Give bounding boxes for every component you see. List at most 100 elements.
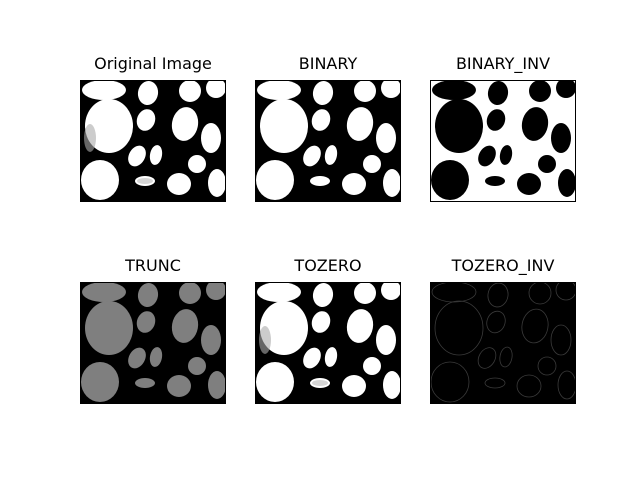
panel-title-binary-inv: BINARY_INV (455, 54, 551, 73)
blob-shape (171, 107, 199, 141)
blob-shape (346, 107, 374, 141)
blob-shape (256, 362, 294, 402)
blob-shape (206, 80, 226, 98)
image-frame (430, 80, 576, 202)
image-frame (430, 282, 576, 404)
blob-shape (555, 282, 576, 301)
blob-shape (136, 109, 156, 131)
blob-shape (431, 282, 477, 303)
blob-shape (85, 301, 133, 355)
blob-shape (260, 301, 308, 355)
blob-shape (188, 357, 206, 375)
image-original (80, 80, 226, 202)
blob-shape (128, 145, 146, 167)
blob-shape (516, 374, 542, 398)
blob-shade (259, 326, 271, 354)
blob-shape (383, 169, 401, 197)
blob-shape (538, 155, 556, 173)
blob-shape (324, 347, 338, 367)
blob-shape (528, 282, 552, 305)
image-frame (255, 282, 401, 404)
image-binary-inv (430, 80, 576, 202)
blob-shape (312, 81, 334, 105)
blob-shape (137, 283, 159, 307)
blob-shape (521, 107, 549, 141)
blob-shape (486, 109, 506, 131)
blob-shape (487, 81, 509, 105)
blob-shape (517, 173, 541, 195)
blob-shape (499, 346, 513, 368)
blob-shape (487, 282, 509, 308)
blob-shape (257, 80, 301, 100)
panel-binary-inv: BINARY_INV (430, 54, 576, 202)
blob-shape (550, 324, 572, 356)
blob-shape (208, 371, 226, 399)
panel-binary: BINARY (255, 54, 401, 202)
blob-shape (260, 99, 308, 153)
blob-shape (432, 80, 476, 100)
image-binary (255, 80, 401, 202)
blob-shape (363, 155, 381, 173)
blob-shape (201, 123, 221, 153)
blob-shape (201, 325, 221, 355)
blob-shape (208, 169, 226, 197)
blob-shape (206, 282, 226, 300)
blob-shape (324, 145, 338, 165)
blob-shape (499, 145, 513, 165)
blob-shape (556, 80, 576, 98)
blob-shape (311, 109, 331, 131)
blob-shape (257, 282, 301, 302)
panel-tozero-inv: TOZERO_INV (430, 256, 576, 404)
blob-shape (311, 311, 331, 333)
panel-title-original: Original Image (94, 54, 212, 73)
blob-shape (137, 81, 159, 105)
image-frame (255, 80, 401, 202)
image-tozero (255, 282, 401, 404)
blob-shape (557, 370, 576, 400)
blob-shape (312, 283, 334, 307)
blob-shape (478, 145, 496, 167)
blob-shape (537, 356, 557, 376)
blob-shape (82, 80, 126, 100)
blob-shade (84, 124, 96, 152)
blob-shape (363, 357, 381, 375)
blob-shape (85, 99, 133, 153)
blob-shape (135, 378, 155, 388)
panel-title-tozero-inv: TOZERO_INV (451, 256, 555, 275)
blob-shape (434, 300, 484, 356)
blob-shape (149, 347, 163, 367)
blob-shape (149, 145, 163, 165)
blob-shape (171, 309, 199, 343)
blob-shape (179, 80, 201, 102)
blob-shape (167, 173, 191, 195)
blob-shape (376, 123, 396, 153)
blob-shape (431, 160, 469, 200)
image-trunc (80, 282, 226, 404)
panel-title-trunc: TRUNC (125, 256, 181, 275)
blob-shape (485, 176, 505, 186)
blob-shape (81, 362, 119, 402)
blob-shape (82, 282, 126, 302)
blob-shape (128, 347, 146, 369)
blob-shape (342, 173, 366, 195)
blob-shade (137, 178, 153, 184)
blob-shape (167, 375, 191, 397)
blob-shape (435, 99, 483, 153)
image-frame (80, 282, 226, 404)
blob-shape (310, 176, 330, 186)
blob-shape (303, 145, 321, 167)
blob-shape (558, 169, 576, 197)
panel-original: Original Image (80, 54, 226, 202)
image-tozero-inv (430, 282, 576, 404)
panel-trunc: TRUNC (80, 256, 226, 404)
blob-shape (81, 160, 119, 200)
blob-shape (381, 282, 401, 300)
blob-shape (188, 155, 206, 173)
blob-shape (136, 311, 156, 333)
blob-shape (342, 375, 366, 397)
image-frame (80, 80, 226, 202)
blob-shape (521, 308, 549, 344)
blob-shape (484, 377, 506, 389)
blob-shade (312, 380, 328, 386)
panel-tozero: TOZERO (255, 256, 401, 404)
